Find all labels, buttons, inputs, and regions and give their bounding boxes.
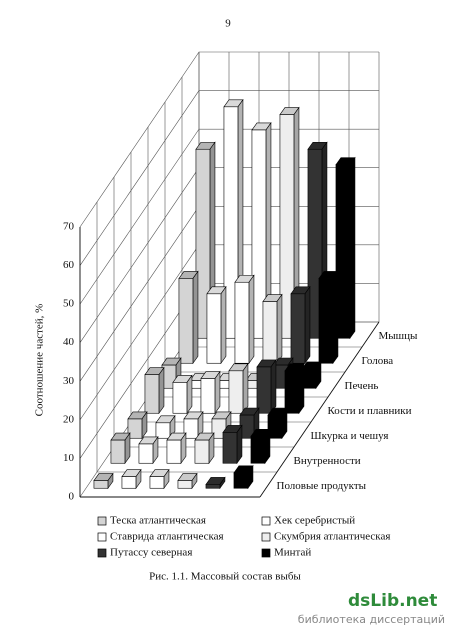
bar xyxy=(233,472,249,489)
bar-side xyxy=(214,370,221,415)
bar xyxy=(183,418,199,439)
bar-side xyxy=(298,362,305,415)
y-tick-label: 40 xyxy=(63,336,75,348)
legend-swatch xyxy=(97,548,107,558)
bar xyxy=(251,129,267,339)
bar xyxy=(178,278,194,364)
legend-label: Скумбрия атлантическая xyxy=(274,531,390,543)
bar xyxy=(335,164,351,339)
legend-label: Минтай xyxy=(274,547,311,559)
legend-label: Путассу северная xyxy=(110,547,192,559)
y-tick-label: 10 xyxy=(63,452,75,464)
category-label: Шкурка и чешуя xyxy=(311,430,389,442)
legend-label: Теска атлантическая xyxy=(110,515,206,527)
bar xyxy=(121,476,137,489)
y-tick-label: 50 xyxy=(63,298,75,310)
category-label: Кости и плавники xyxy=(328,405,412,417)
bar xyxy=(318,278,334,364)
legend-swatch xyxy=(261,548,271,558)
y-tick-label: 20 xyxy=(63,413,75,425)
bar xyxy=(250,435,266,464)
legend-swatch xyxy=(261,516,271,526)
bar xyxy=(234,281,250,364)
watermark-site: dsLib.net xyxy=(348,591,437,611)
y-tick-label: 60 xyxy=(63,259,75,271)
bar xyxy=(267,414,283,439)
bar xyxy=(93,480,109,489)
bar xyxy=(194,439,210,464)
bar xyxy=(205,484,221,489)
bar xyxy=(262,301,278,364)
bar xyxy=(228,370,244,414)
legend-swatch xyxy=(97,516,107,526)
bar xyxy=(110,439,126,464)
watermark-subtitle: библиотека диссертаций xyxy=(298,613,445,626)
bar xyxy=(172,382,188,414)
legend-label: Хек серебристый xyxy=(274,515,355,527)
bar-side xyxy=(236,424,243,465)
legend-swatch xyxy=(261,532,271,542)
category-label: Печень xyxy=(345,380,379,392)
bar xyxy=(155,422,171,439)
bar-side xyxy=(304,285,311,365)
bar-side xyxy=(186,374,193,415)
category-label: Половые продукты xyxy=(277,480,367,492)
bar xyxy=(290,293,306,364)
bar xyxy=(127,418,143,439)
bar xyxy=(279,114,295,339)
bar-side xyxy=(270,359,277,415)
bar xyxy=(206,293,222,364)
legend-swatch xyxy=(97,532,107,542)
bar xyxy=(149,476,165,489)
bar xyxy=(177,480,193,489)
bar-side xyxy=(158,366,165,415)
caption: Рис. 1.1. Массовый состав выбы xyxy=(149,571,301,583)
bar xyxy=(195,148,211,339)
y-axis-label: Соотношение частей, % xyxy=(34,304,46,417)
bar xyxy=(256,366,272,414)
bar-side xyxy=(242,362,249,415)
bar-side xyxy=(192,270,199,365)
legend-label: Ставрида атлантическая xyxy=(110,531,224,543)
bar xyxy=(284,370,300,414)
bar xyxy=(222,432,238,464)
y-tick-label: 70 xyxy=(63,221,75,233)
bar xyxy=(307,148,323,339)
depth-axis xyxy=(259,321,380,498)
bar xyxy=(200,378,216,414)
category-label: Голова xyxy=(362,355,394,367)
category-label: Внутренности xyxy=(294,455,361,467)
category-label: Мышцы xyxy=(379,330,419,342)
page-number: 9 xyxy=(225,18,231,30)
bar-side xyxy=(276,293,283,365)
bar xyxy=(138,443,154,464)
y-tick-label: 30 xyxy=(63,375,75,387)
bar xyxy=(223,106,239,339)
y-tick-label: 0 xyxy=(69,491,75,503)
bar-side xyxy=(248,274,255,365)
bar-side xyxy=(332,270,339,365)
bar xyxy=(144,374,160,414)
bar xyxy=(166,439,182,464)
bar-side xyxy=(220,285,227,365)
bar-side xyxy=(349,156,356,340)
